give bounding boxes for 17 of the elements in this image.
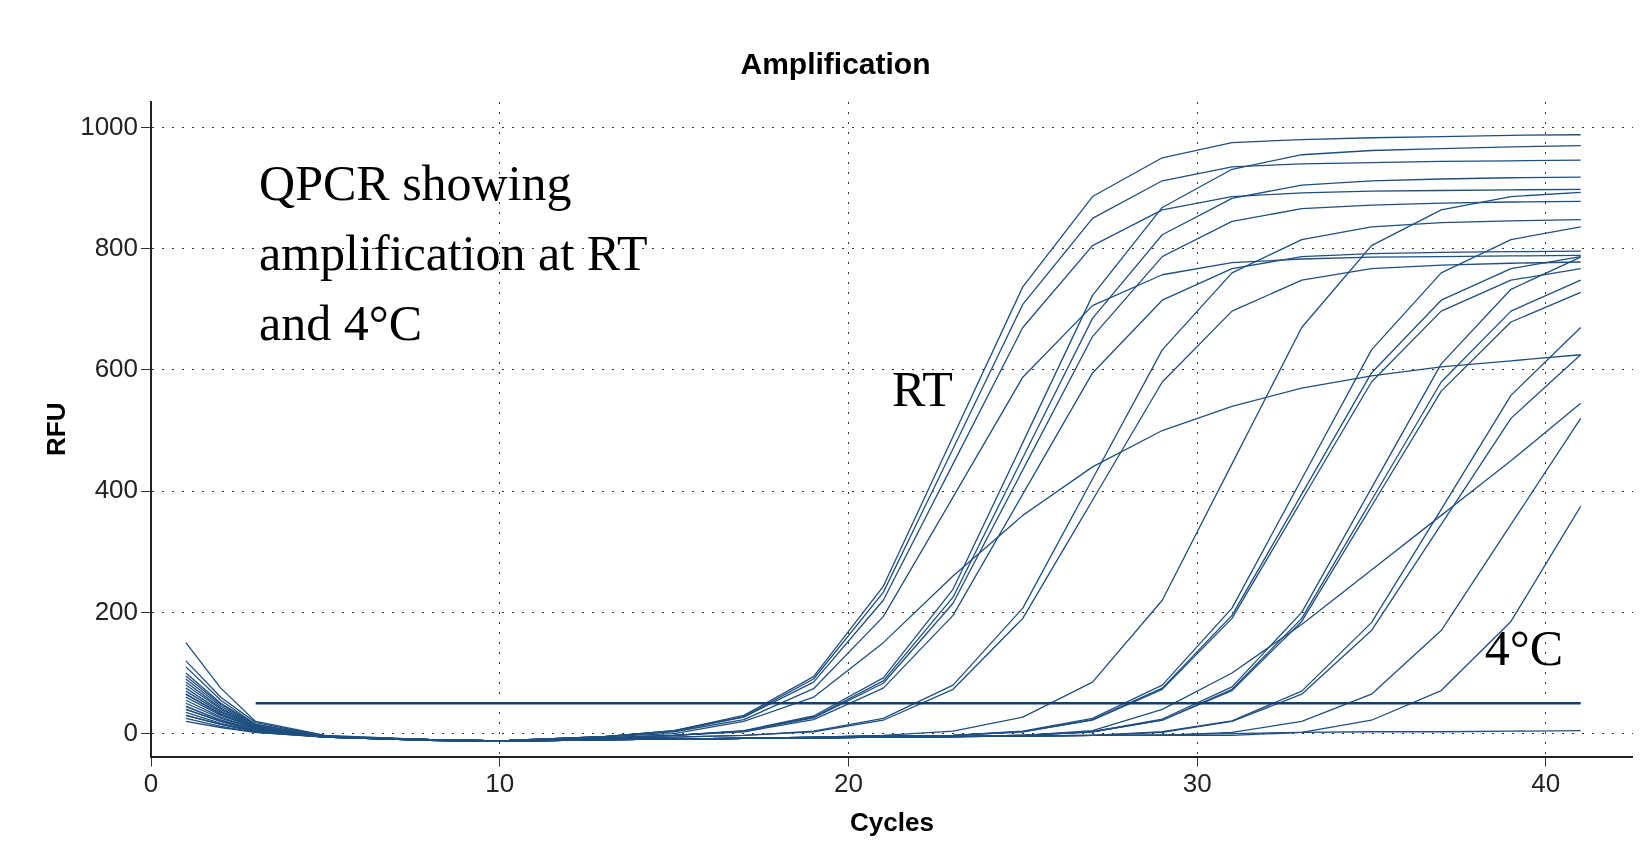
y-tick-label: 1000 (80, 110, 139, 141)
y-tick-label: 400 (94, 474, 139, 505)
y-tick-label: 0 (123, 716, 139, 747)
y-axis-title: RFU (40, 402, 71, 457)
x-tick-label: 10 (485, 768, 515, 799)
x-tick-label: 40 (1531, 768, 1561, 799)
y-tick-label: 200 (94, 595, 139, 626)
chart-title: Amplification (740, 47, 931, 81)
x-tick-label: 30 (1182, 768, 1212, 799)
y-tick-label: 600 (94, 353, 139, 384)
x-axis-title: Cycles (850, 806, 934, 837)
x-tick-label: 0 (143, 768, 159, 799)
y-tick-label: 800 (94, 231, 139, 262)
annotation: 4°C (1484, 619, 1564, 676)
annotation: RT (892, 361, 953, 418)
annotation: QPCR showing amplification at RT and 4°C (259, 155, 648, 351)
x-tick-label: 20 (833, 768, 863, 799)
